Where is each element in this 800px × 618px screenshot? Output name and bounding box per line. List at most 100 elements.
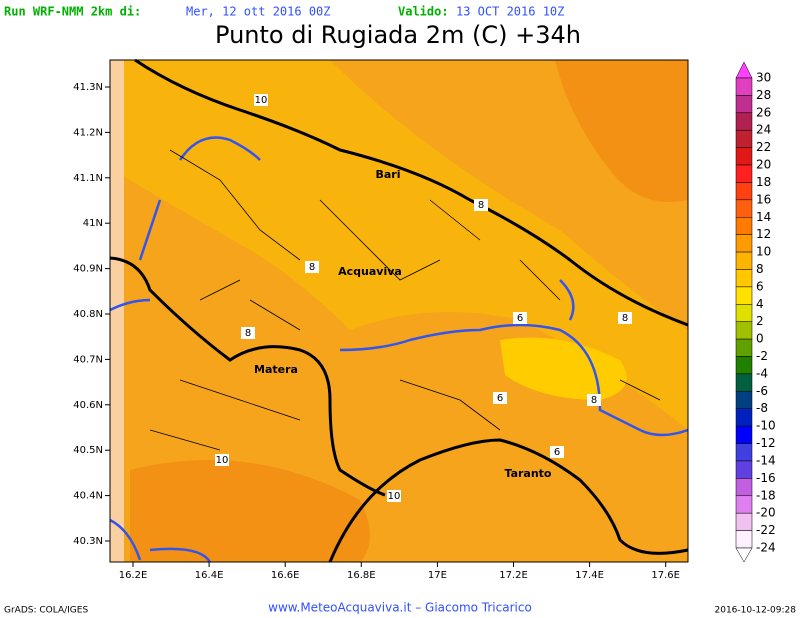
city-label: Taranto bbox=[504, 467, 551, 480]
river bbox=[109, 136, 689, 563]
colorbar-label: 26 bbox=[756, 105, 771, 119]
field-band bbox=[110, 60, 124, 562]
region-border bbox=[109, 256, 386, 497]
colorbar-label: -6 bbox=[756, 384, 768, 398]
colorbar-box bbox=[735, 129, 753, 148]
colorbar-box bbox=[735, 512, 753, 531]
colorbar-box bbox=[735, 425, 753, 444]
colorbar-box bbox=[735, 443, 753, 462]
lat-tick-label: 41.2N bbox=[73, 127, 103, 138]
contour-label-box bbox=[474, 199, 488, 211]
city-label: Acquaviva bbox=[338, 265, 402, 278]
colorbar-label: 22 bbox=[756, 140, 771, 154]
colorbar-label: 18 bbox=[756, 175, 771, 189]
map-title: Punto di Rugiada 2m (C) +34h bbox=[215, 21, 581, 49]
colorbar-box bbox=[735, 356, 753, 375]
run-date: Mer, 12 ott 2016 00Z bbox=[186, 5, 331, 19]
colorbar-label: 6 bbox=[756, 279, 764, 293]
colorbar-box bbox=[735, 495, 753, 514]
colorbar-label: -16 bbox=[756, 471, 776, 485]
colorbar-label: 14 bbox=[756, 210, 771, 224]
contour-label-box bbox=[254, 94, 268, 106]
lat-tick-label: 40.5N bbox=[73, 445, 103, 456]
colorbar-box bbox=[735, 321, 753, 340]
colorbar-box bbox=[735, 251, 753, 270]
colorbar-tip bbox=[735, 61, 753, 79]
contour-label-box bbox=[513, 312, 527, 324]
field-band bbox=[555, 60, 688, 202]
contour-label-box bbox=[305, 261, 319, 273]
lon-tick-label: 16.8E bbox=[347, 570, 376, 581]
contour-label: 8 bbox=[622, 313, 628, 324]
lon-tick-label: 17.2E bbox=[499, 570, 528, 581]
contour-label-box bbox=[215, 454, 229, 466]
colorbar-label: -10 bbox=[756, 419, 776, 433]
coastline bbox=[328, 438, 689, 563]
colorbar-label: -18 bbox=[756, 488, 776, 502]
contour-label-box bbox=[550, 446, 564, 458]
contour-label: 6 bbox=[497, 393, 503, 404]
lat-tick-label: 40.7N bbox=[73, 354, 103, 365]
contour-label: 8 bbox=[591, 395, 597, 406]
colorbar-label: 4 bbox=[756, 297, 764, 311]
colorbar-box bbox=[735, 112, 753, 131]
contour-label-box bbox=[493, 392, 507, 404]
contour-label: 8 bbox=[309, 262, 315, 273]
colorbar-label: -12 bbox=[756, 436, 776, 450]
colorbar-box bbox=[735, 338, 753, 357]
colorbar-box bbox=[735, 391, 753, 409]
lat-tick-label: 40.3N bbox=[73, 536, 103, 547]
contour-label: 8 bbox=[478, 200, 484, 211]
run-label: Run WRF-NMM 2km di: bbox=[4, 5, 141, 19]
colorbar-box bbox=[735, 286, 753, 305]
colorbar-box bbox=[735, 182, 753, 201]
contour-label-box bbox=[387, 490, 401, 502]
lat-tick-label: 41.1N bbox=[73, 173, 103, 184]
contour-label: 10 bbox=[388, 491, 401, 502]
colorbar-label: 24 bbox=[756, 123, 771, 137]
colorbar-box bbox=[735, 373, 753, 392]
colorbar-box bbox=[735, 77, 753, 96]
colorbar-box bbox=[735, 164, 753, 183]
lon-tick-label: 16.4E bbox=[195, 570, 224, 581]
colorbar-label: 20 bbox=[756, 158, 771, 172]
colorbar-label: -20 bbox=[756, 506, 776, 520]
colorbar-box bbox=[735, 304, 753, 322]
colorbar-label: -14 bbox=[756, 453, 776, 467]
colorbar-label: 16 bbox=[756, 192, 771, 206]
valid-date: 13 OCT 2016 10Z bbox=[456, 5, 564, 19]
lat-tick-label: 40.8N bbox=[73, 309, 103, 320]
colorbar-label: -24 bbox=[756, 541, 776, 555]
lon-tick-label: 16.6E bbox=[271, 570, 300, 581]
colorbar-label: 2 bbox=[756, 314, 764, 328]
colorbar-label: 0 bbox=[756, 332, 764, 346]
contour-label: 6 bbox=[517, 313, 523, 324]
colorbar-label: -8 bbox=[756, 401, 768, 415]
colorbar-label: 30 bbox=[756, 71, 771, 85]
contour-label-box bbox=[618, 312, 632, 324]
lon-tick-label: 16.2E bbox=[119, 570, 148, 581]
colorbar-box bbox=[735, 199, 753, 218]
colorbar-box bbox=[735, 147, 753, 166]
footer-credit: www.MeteoAcquaviva.it – Giacomo Tricaric… bbox=[268, 601, 532, 615]
colorbar-label: 8 bbox=[756, 262, 764, 276]
footer-timestamp: 2016-10-12-09:28 bbox=[715, 606, 797, 616]
colorbar-box bbox=[735, 408, 753, 427]
lat-tick-label: 41N bbox=[83, 218, 103, 229]
contour-label: 10 bbox=[216, 455, 229, 466]
lat-tick-label: 40.6N bbox=[73, 400, 103, 411]
field-band bbox=[500, 337, 627, 400]
lat-tick-label: 40.9N bbox=[73, 264, 103, 275]
lon-tick-label: 17.4E bbox=[575, 570, 604, 581]
colorbar-label: 28 bbox=[756, 88, 771, 102]
valid-label: Valido: bbox=[398, 5, 449, 19]
colorbar-box bbox=[735, 478, 753, 497]
colorbar-box bbox=[735, 217, 753, 235]
city-label: Bari bbox=[375, 168, 400, 181]
lon-tick-label: 17.6E bbox=[651, 570, 680, 581]
contour-label-box bbox=[241, 327, 255, 339]
footer-software: GrADS: COLA/IGES bbox=[4, 606, 88, 616]
colorbar-box bbox=[735, 269, 753, 288]
lat-tick-label: 40.4N bbox=[73, 491, 103, 502]
